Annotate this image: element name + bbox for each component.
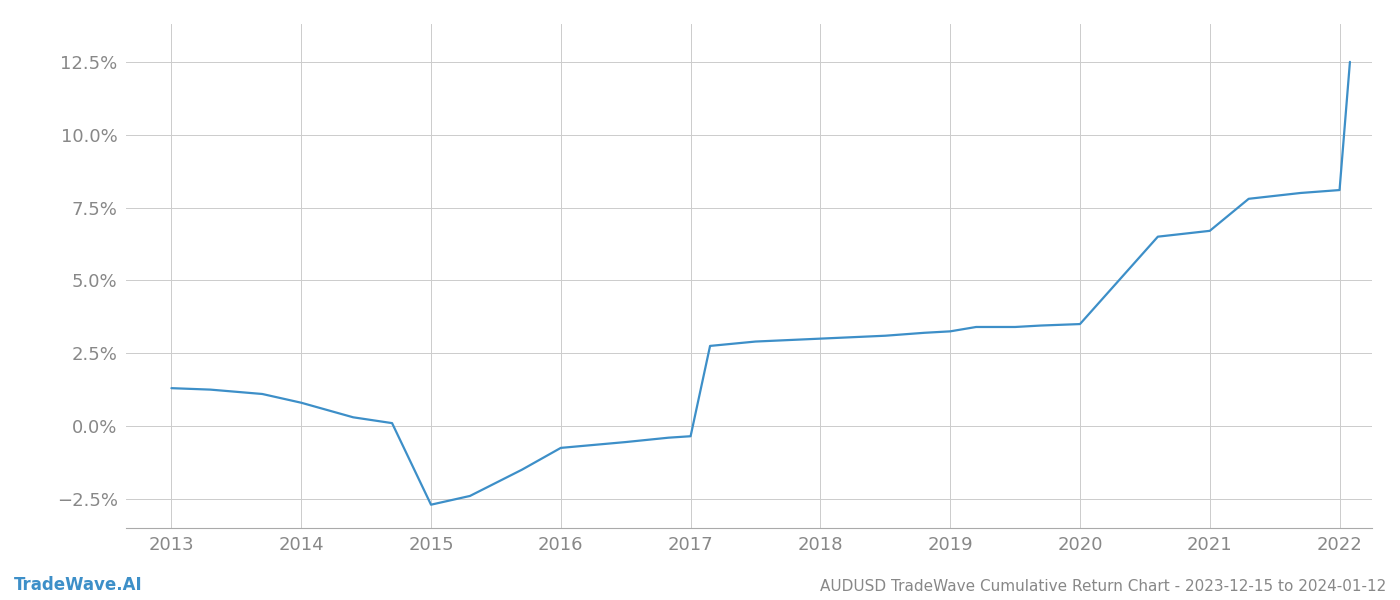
Text: TradeWave.AI: TradeWave.AI — [14, 576, 143, 594]
Text: AUDUSD TradeWave Cumulative Return Chart - 2023-12-15 to 2024-01-12: AUDUSD TradeWave Cumulative Return Chart… — [820, 579, 1386, 594]
